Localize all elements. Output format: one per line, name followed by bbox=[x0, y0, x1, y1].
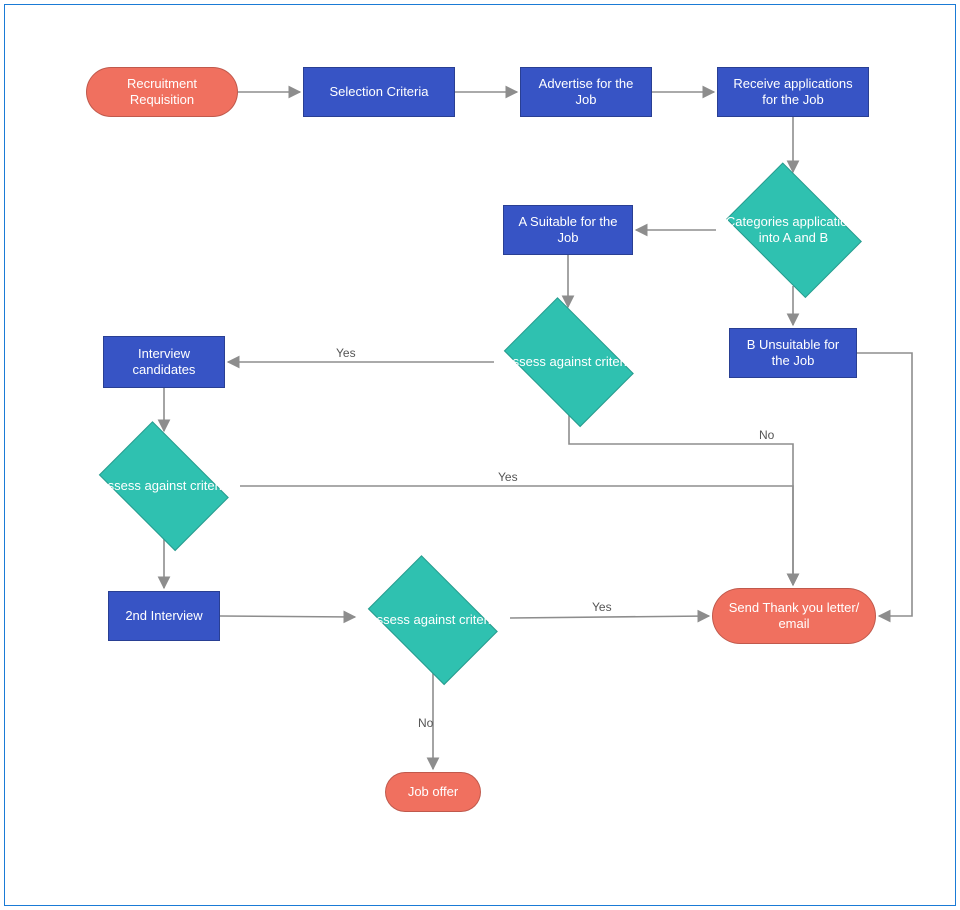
flowchart-canvas: Recruitment Requisition Selection Criteri… bbox=[0, 0, 960, 910]
node-assess1: Assess against criteria bbox=[494, 310, 644, 414]
node-label: Categories applications into A and B bbox=[716, 175, 871, 285]
node-start: Recruitment Requisition bbox=[86, 67, 238, 117]
node-label: Receive applications for the Job bbox=[726, 76, 860, 109]
node-assess2: Assess against criteria bbox=[89, 434, 239, 538]
node-second_int: 2nd Interview bbox=[108, 591, 220, 641]
edge-label-e11: Yes bbox=[498, 470, 518, 484]
node-label: Assess against criteria bbox=[358, 568, 508, 672]
node-b_unsuitable: B Unsuitable for the Job bbox=[729, 328, 857, 378]
node-label: A Suitable for the Job bbox=[512, 214, 624, 247]
node-a_suitable: A Suitable for the Job bbox=[503, 205, 633, 255]
edge-e13 bbox=[220, 616, 355, 617]
node-label: B Unsuitable for the Job bbox=[738, 337, 848, 370]
node-job_offer: Job offer bbox=[385, 772, 481, 812]
node-label: Selection Criteria bbox=[330, 84, 429, 100]
edge-e14 bbox=[510, 616, 709, 618]
edge-label-e15: No bbox=[418, 716, 433, 730]
node-label: Advertise for the Job bbox=[529, 76, 643, 109]
node-advertise: Advertise for the Job bbox=[520, 67, 652, 117]
node-label: Interview candidates bbox=[112, 346, 216, 379]
node-label: Assess against criteria bbox=[494, 310, 644, 414]
edge-e16 bbox=[857, 353, 912, 616]
node-thank_you: Send Thank you letter/ email bbox=[712, 588, 876, 644]
node-label: 2nd Interview bbox=[125, 608, 202, 624]
node-label: Recruitment Requisition bbox=[95, 76, 229, 109]
edge-label-e8: Yes bbox=[336, 346, 356, 360]
node-label: Job offer bbox=[408, 784, 458, 800]
edge-label-e9: No bbox=[759, 428, 774, 442]
node-label: Send Thank you letter/ email bbox=[721, 600, 867, 633]
node-criteria: Selection Criteria bbox=[303, 67, 455, 117]
edge-e11 bbox=[240, 486, 793, 585]
node-categorize: Categories applications into A and B bbox=[716, 175, 871, 285]
edge-label-e14: Yes bbox=[592, 600, 612, 614]
node-label: Assess against criteria bbox=[89, 434, 239, 538]
node-interview: Interview candidates bbox=[103, 336, 225, 388]
node-assess3: Assess against criteria bbox=[358, 568, 508, 672]
node-receive: Receive applications for the Job bbox=[717, 67, 869, 117]
